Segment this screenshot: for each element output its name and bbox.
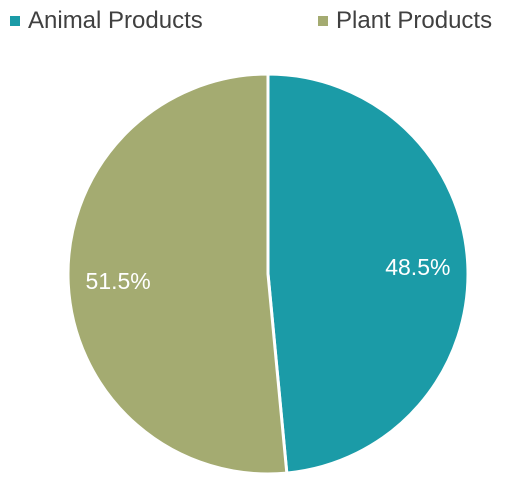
chart-legend: Animal Products Plant Products [0,4,514,38]
pie-labels: 48.5% 51.5% [86,254,451,294]
pie-slice-plant-products [66,72,289,476]
pie-slices [66,72,470,476]
pie-slice-animal-products [266,72,470,475]
legend-item-plant-products: Plant Products [318,4,492,38]
legend-item-animal-products: Animal Products [10,4,203,38]
legend-label-plant-products: Plant Products [336,7,493,34]
data-label-plant-products: 51.5% [86,268,151,294]
legend-swatch-animal-products [10,16,20,26]
data-label-animal-products: 48.5% [385,254,450,280]
legend-swatch-plant-products [318,16,328,26]
legend-label-animal-products: Animal Products [28,7,203,34]
